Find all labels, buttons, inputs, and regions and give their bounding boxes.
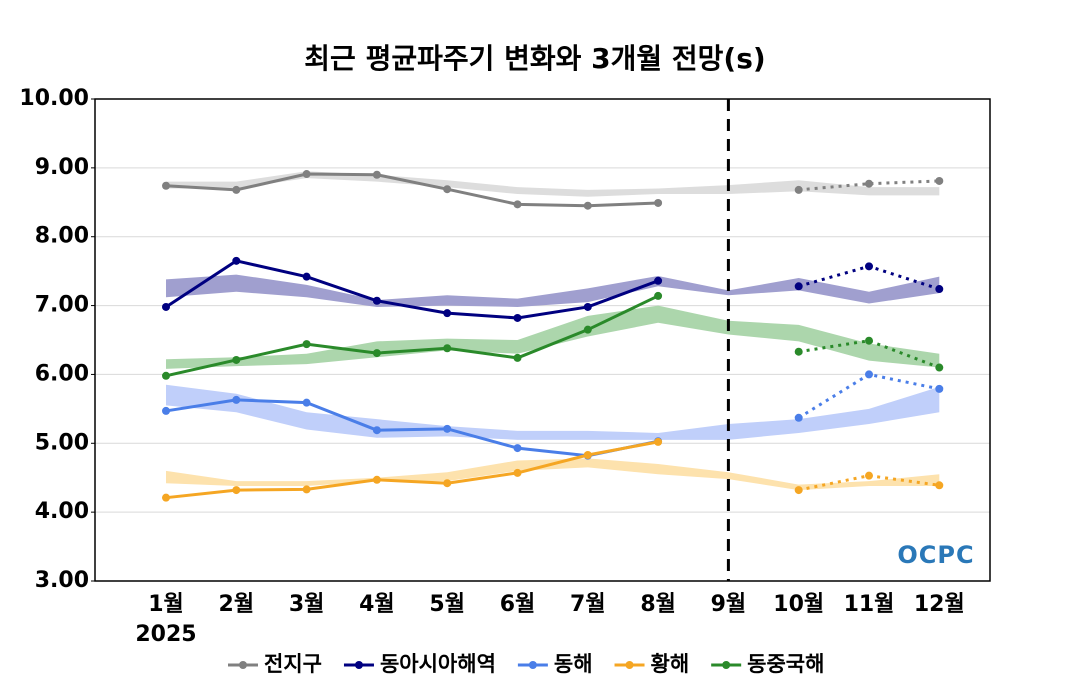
data-point — [232, 355, 241, 364]
data-point — [302, 340, 311, 349]
data-point — [583, 302, 592, 311]
legend-marker — [722, 661, 731, 669]
series-line — [165, 172, 659, 208]
legend-label: 전지구 — [264, 652, 322, 676]
data-point — [654, 437, 663, 446]
data-point — [935, 176, 944, 185]
x-tick-label: 6월 — [500, 592, 536, 617]
data-point — [162, 302, 170, 311]
data-point — [302, 272, 311, 281]
legend-label: 동해 — [554, 652, 593, 676]
data-point — [232, 185, 241, 194]
y-tick-label: 6.00 — [35, 361, 89, 386]
data-point — [654, 198, 663, 207]
x-tick-label: 12월 — [914, 592, 965, 617]
x-tick-label: 1월 — [148, 592, 184, 617]
year-label: 2025 — [135, 622, 196, 647]
data-point — [372, 296, 381, 305]
x-tick-label: 11월 — [844, 592, 895, 617]
x-tick-label: 5월 — [429, 592, 465, 617]
data-point — [865, 179, 873, 188]
legend-marker — [625, 661, 634, 669]
data-point — [794, 282, 803, 291]
legend-label: 동중국해 — [747, 652, 824, 676]
y-tick-label: 4.00 — [35, 499, 89, 524]
x-tick-label: 2월 — [219, 592, 255, 617]
range-band — [166, 171, 940, 197]
data-point — [372, 349, 381, 358]
data-point — [513, 353, 522, 362]
data-point — [794, 486, 803, 495]
data-point — [302, 170, 311, 179]
data-point — [302, 485, 311, 494]
data-point — [162, 371, 170, 380]
data-point — [443, 185, 452, 194]
data-point — [794, 347, 803, 356]
data-point — [162, 493, 170, 502]
data-point — [232, 256, 241, 265]
data-point — [865, 370, 873, 379]
x-tick-label: 7월 — [570, 592, 606, 617]
range-band — [166, 274, 940, 307]
legend-label: 동아시아해역 — [380, 652, 496, 676]
data-point — [513, 444, 522, 453]
data-point — [443, 344, 452, 353]
x-tick-label: 4월 — [359, 592, 395, 617]
logo: OCPC — [897, 541, 974, 569]
data-point — [583, 201, 592, 210]
legend-marker — [354, 661, 363, 669]
range-band — [166, 305, 940, 369]
data-point — [583, 450, 592, 459]
x-tick-label: 10월 — [773, 592, 824, 617]
data-point — [372, 426, 381, 435]
data-point — [372, 170, 381, 179]
y-tick-label: 9.00 — [35, 155, 89, 180]
data-point — [302, 398, 311, 407]
data-point — [513, 200, 522, 209]
data-point — [583, 325, 592, 334]
data-point — [935, 481, 944, 490]
data-point — [865, 262, 873, 271]
data-point — [935, 363, 944, 372]
series-line — [165, 259, 659, 320]
legend-label: 황해 — [651, 652, 690, 676]
series-line — [165, 398, 659, 458]
data-point — [372, 475, 381, 484]
x-tick-label: 3월 — [289, 592, 325, 617]
y-tick-label: 3.00 — [35, 568, 89, 593]
legend-marker — [239, 661, 247, 669]
y-tick-label: 5.00 — [35, 430, 89, 455]
data-point — [513, 468, 522, 477]
data-point — [654, 291, 663, 300]
data-point — [232, 395, 241, 404]
data-point — [794, 185, 803, 194]
chart-title: 최근 평균파주기 변화와 3개월 전망(s) — [304, 42, 765, 75]
data-point — [794, 413, 803, 422]
data-point — [935, 285, 944, 294]
data-point — [443, 309, 452, 318]
series-line — [165, 440, 659, 500]
data-point — [162, 406, 170, 415]
data-point — [654, 276, 663, 285]
data-point — [232, 486, 241, 495]
y-tick-label: 10.00 — [19, 86, 89, 111]
y-tick-label: 7.00 — [35, 293, 89, 318]
forecast-line — [798, 339, 940, 369]
x-tick-label: 9월 — [711, 592, 747, 617]
data-point — [162, 181, 170, 190]
legend: 전지구 동아시아해역 동해 황해 동중국해 — [228, 652, 824, 676]
data-point — [865, 336, 873, 345]
data-point — [443, 479, 452, 488]
y-tick-label: 8.00 — [35, 224, 89, 249]
x-tick-label: 8월 — [640, 592, 676, 617]
data-point — [865, 471, 873, 480]
data-point — [443, 424, 452, 433]
series-line — [165, 294, 659, 378]
legend-marker — [528, 661, 537, 669]
range-band — [166, 384, 940, 440]
data-point — [935, 384, 944, 393]
data-point — [513, 313, 522, 322]
plot-frame — [94, 98, 991, 582]
